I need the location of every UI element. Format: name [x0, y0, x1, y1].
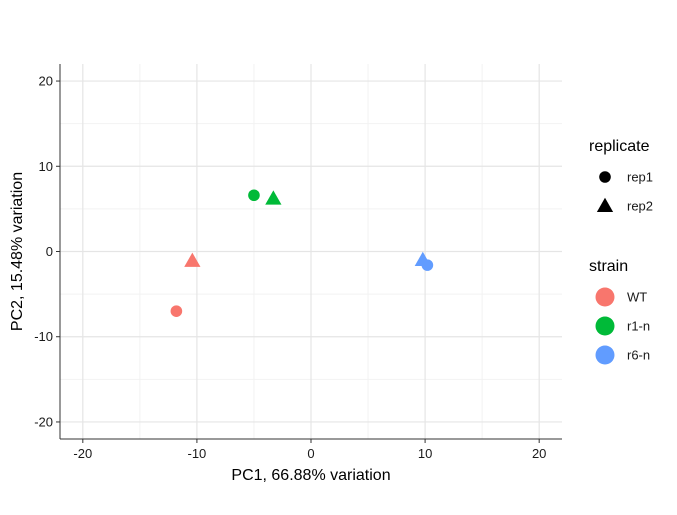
- x-tick-label: -20: [73, 446, 92, 461]
- y-tick-label: 10: [39, 159, 53, 174]
- y-tick-label: -10: [34, 329, 53, 344]
- legend-replicate-title: replicate: [589, 138, 650, 155]
- x-tick-label: 10: [418, 446, 432, 461]
- legend-replicate: replicate rep1 rep2: [589, 138, 653, 214]
- point-r6-n-rep2: [414, 251, 431, 267]
- point-r1-n-rep2: [265, 190, 282, 205]
- legend-label-r1-n: r1-n: [627, 319, 650, 334]
- point-WT-rep1: [170, 305, 183, 317]
- major-gridlines: [60, 64, 562, 439]
- y-tick-label: 20: [39, 74, 53, 89]
- x-tick-label: 20: [532, 446, 546, 461]
- legend-key-r1-n: [595, 316, 615, 336]
- y-tick-label: -20: [34, 414, 53, 429]
- legend-label-WT: WT: [627, 290, 647, 305]
- legend-strain-title: strain: [589, 258, 628, 275]
- legend-label-rep2: rep2: [627, 199, 653, 214]
- legend-key-WT: [595, 287, 615, 307]
- legend-key-rep2: [596, 197, 614, 212]
- y-axis-ticks: -20 -10 0 10 20: [34, 74, 60, 429]
- x-axis-title: PC1, 66.88% variation: [231, 467, 390, 484]
- legend-key-rep1: [599, 171, 611, 183]
- y-tick-label: 0: [46, 244, 53, 259]
- x-tick-label: -10: [188, 446, 207, 461]
- x-tick-label: 0: [307, 446, 314, 461]
- data-points: [170, 189, 434, 317]
- legend-strain: strain WT r1-n r6-n: [589, 258, 650, 365]
- legend-label-rep1: rep1: [627, 170, 653, 185]
- legend-label-r6-n: r6-n: [627, 348, 650, 363]
- x-axis-ticks: -20 -10 0 10 20: [73, 439, 546, 461]
- y-axis-title: PC2, 15.48% variation: [9, 172, 26, 331]
- point-r1-n-rep1: [248, 189, 260, 202]
- legend-key-r6-n: [595, 345, 615, 365]
- point-WT-rep2: [184, 252, 201, 267]
